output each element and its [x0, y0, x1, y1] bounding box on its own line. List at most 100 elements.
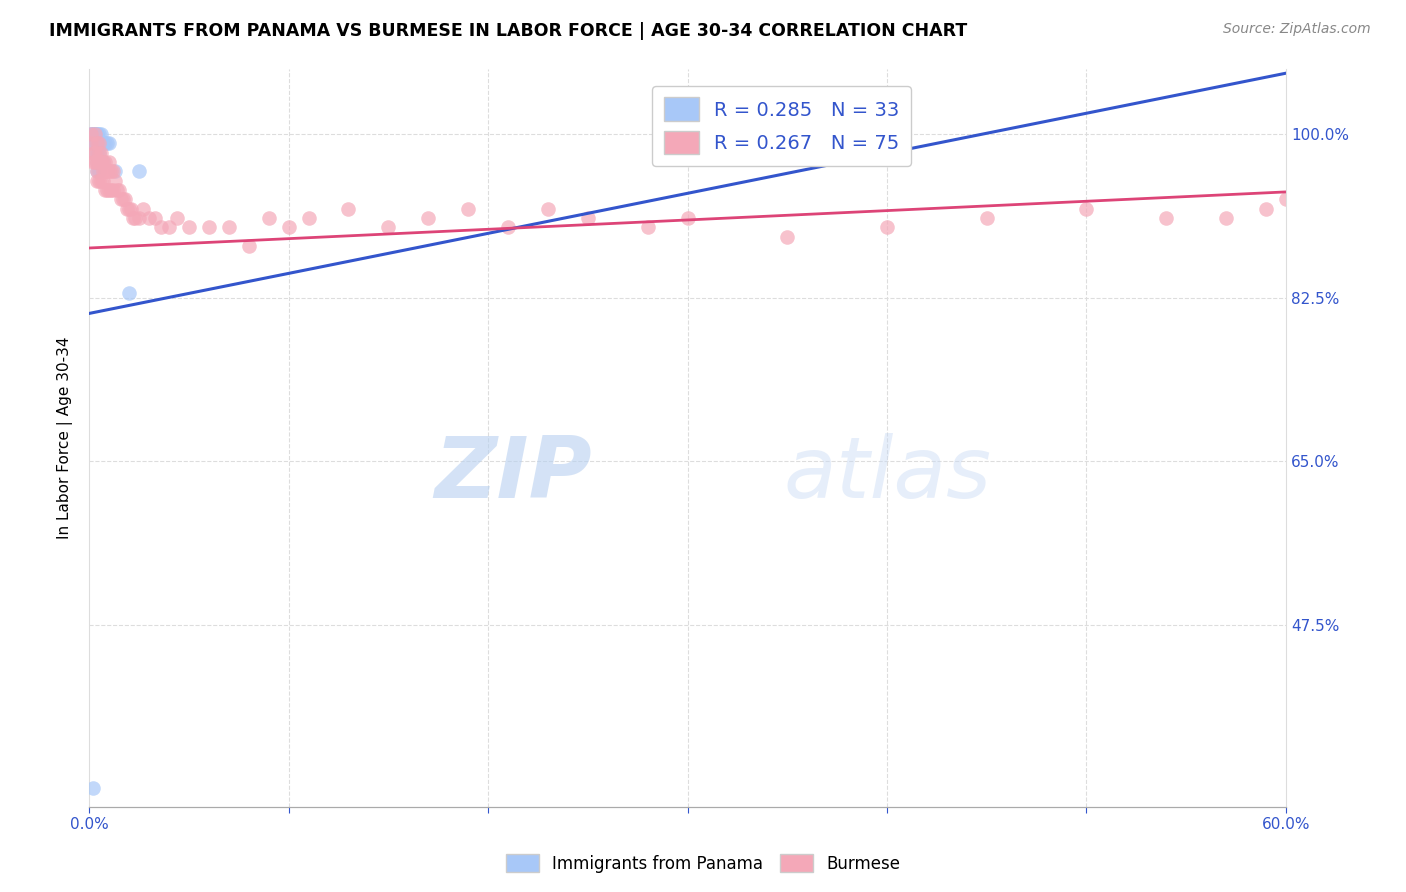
Point	[257, 211, 280, 225]
Point	[90, 155, 112, 169]
Text: Source: ZipAtlas.com: Source: ZipAtlas.com	[1223, 22, 1371, 37]
Point	[104, 174, 127, 188]
Point	[98, 183, 121, 197]
Legend: Immigrants from Panama, Burmese: Immigrants from Panama, Burmese	[499, 847, 907, 880]
Point	[86, 136, 108, 151]
Point	[90, 155, 112, 169]
Point	[94, 155, 117, 169]
Point	[108, 183, 131, 197]
Point	[96, 164, 118, 178]
Point	[84, 809, 107, 823]
Point	[96, 136, 118, 151]
Point	[1076, 202, 1098, 216]
Point	[82, 145, 104, 160]
Point	[115, 202, 138, 216]
Point	[90, 145, 112, 160]
Point	[94, 164, 117, 178]
Point	[98, 155, 121, 169]
Point	[86, 164, 108, 178]
Point	[86, 127, 108, 141]
Point	[132, 202, 155, 216]
Y-axis label: In Labor Force | Age 30-34: In Labor Force | Age 30-34	[58, 336, 73, 539]
Point	[120, 202, 142, 216]
Point	[80, 136, 103, 151]
Point	[143, 211, 166, 225]
Point	[86, 155, 108, 169]
Point	[89, 136, 111, 151]
Point	[576, 211, 599, 225]
Point	[89, 155, 111, 169]
Point	[89, 136, 111, 151]
Point	[537, 202, 560, 216]
Point	[80, 127, 103, 141]
Point	[82, 127, 104, 141]
Legend: R = 0.285   N = 33, R = 0.267   N = 75: R = 0.285 N = 33, R = 0.267 N = 75	[652, 86, 911, 166]
Point	[114, 193, 136, 207]
Point	[86, 136, 108, 151]
Point	[90, 127, 112, 141]
Point	[1275, 193, 1298, 207]
Point	[337, 202, 360, 216]
Point	[876, 220, 898, 235]
Point	[104, 164, 127, 178]
Point	[198, 220, 221, 235]
Point	[80, 127, 103, 141]
Point	[84, 145, 107, 160]
Point	[138, 211, 160, 225]
Point	[637, 220, 659, 235]
Point	[98, 136, 121, 151]
Point	[84, 155, 107, 169]
Point	[91, 164, 114, 178]
Point	[112, 193, 135, 207]
Point	[82, 155, 104, 169]
Point	[84, 127, 107, 141]
Point	[89, 174, 111, 188]
Point	[94, 183, 117, 197]
Text: atlas: atlas	[783, 434, 991, 516]
Point	[124, 211, 146, 225]
Point	[80, 127, 103, 141]
Point	[457, 202, 479, 216]
Point	[84, 127, 107, 141]
Point	[86, 155, 108, 169]
Point	[82, 127, 104, 141]
Point	[91, 174, 114, 188]
Point	[1215, 211, 1237, 225]
Point	[91, 155, 114, 169]
Point	[128, 211, 150, 225]
Point	[82, 781, 104, 796]
Point	[86, 127, 108, 141]
Point	[1254, 202, 1277, 216]
Point	[98, 164, 121, 178]
Point	[84, 136, 107, 151]
Point	[89, 155, 111, 169]
Point	[157, 220, 180, 235]
Point	[84, 127, 107, 141]
Point	[277, 220, 299, 235]
Point	[96, 183, 118, 197]
Text: ZIP: ZIP	[434, 434, 592, 516]
Point	[91, 155, 114, 169]
Point	[84, 145, 107, 160]
Point	[238, 239, 260, 253]
Point	[89, 145, 111, 160]
Point	[89, 145, 111, 160]
Point	[976, 211, 998, 225]
Point	[297, 211, 319, 225]
Point	[177, 220, 200, 235]
Point	[118, 202, 141, 216]
Text: IMMIGRANTS FROM PANAMA VS BURMESE IN LABOR FORCE | AGE 30-34 CORRELATION CHART: IMMIGRANTS FROM PANAMA VS BURMESE IN LAB…	[49, 22, 967, 40]
Point	[86, 145, 108, 160]
Point	[122, 211, 145, 225]
Point	[128, 164, 150, 178]
Point	[776, 229, 799, 244]
Point	[110, 193, 132, 207]
Point	[105, 183, 128, 197]
Point	[496, 220, 519, 235]
Point	[90, 136, 112, 151]
Point	[1156, 211, 1178, 225]
Point	[676, 211, 699, 225]
Point	[86, 174, 108, 188]
Point	[100, 183, 122, 197]
Point	[166, 211, 188, 225]
